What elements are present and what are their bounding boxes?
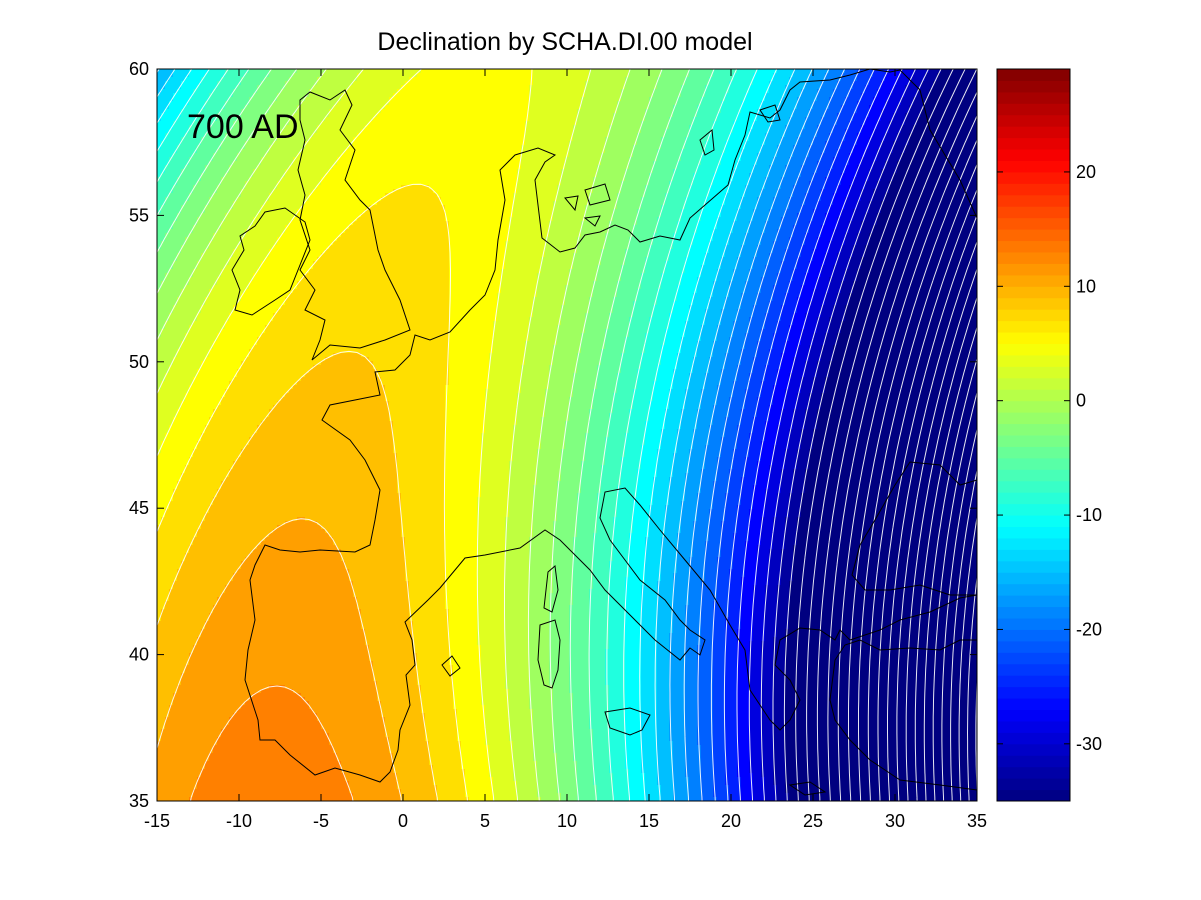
colorbar-swatch bbox=[997, 755, 1070, 767]
y-tick-label: 50 bbox=[129, 352, 149, 372]
colorbar-tick-label: -20 bbox=[1076, 619, 1102, 639]
colorbar-swatch bbox=[997, 286, 1070, 298]
colorbar-swatch bbox=[997, 263, 1070, 275]
colorbar-swatch bbox=[997, 241, 1070, 253]
colorbar-swatch bbox=[997, 103, 1070, 115]
colorbar-swatch bbox=[997, 412, 1070, 424]
colorbar-swatch bbox=[997, 492, 1070, 504]
colorbar-swatch bbox=[997, 252, 1070, 264]
colorbar-swatch bbox=[997, 687, 1070, 699]
x-tick-label: 15 bbox=[639, 811, 659, 831]
colorbar-tick-label: -10 bbox=[1076, 505, 1102, 525]
colorbar: -30 -20 -10 0 10 20 bbox=[997, 69, 1102, 802]
colorbar-swatch bbox=[997, 69, 1070, 81]
colorbar-swatch bbox=[997, 309, 1070, 321]
colorbar-swatch bbox=[997, 481, 1070, 493]
y-tick-label: 60 bbox=[129, 59, 149, 79]
colorbar-swatch bbox=[997, 344, 1070, 356]
colorbar-swatch bbox=[997, 652, 1070, 664]
declination-map: 700 AD bbox=[157, 69, 981, 805]
colorbar-swatch bbox=[997, 321, 1070, 333]
colorbar-swatch bbox=[997, 389, 1070, 401]
colorbar-swatch bbox=[997, 183, 1070, 195]
colorbar-swatch bbox=[997, 401, 1070, 413]
colorbar-swatch bbox=[997, 538, 1070, 550]
colorbar-swatch bbox=[997, 618, 1070, 630]
x-tick-label: 30 bbox=[885, 811, 905, 831]
colorbar-swatch bbox=[997, 572, 1070, 584]
colorbar-swatch bbox=[997, 161, 1070, 173]
colorbar-tick-label: 10 bbox=[1076, 276, 1096, 296]
colorbar-swatch bbox=[997, 149, 1070, 161]
colorbar-swatch bbox=[997, 698, 1070, 710]
y-tick-label: 45 bbox=[129, 498, 149, 518]
colorbar-swatch bbox=[997, 275, 1070, 287]
x-tick-label: 35 bbox=[967, 811, 987, 831]
colorbar-swatch bbox=[997, 115, 1070, 127]
y-tick-label: 35 bbox=[129, 791, 149, 811]
figure-title: Declination by SCHA.DI.00 model bbox=[377, 28, 752, 56]
colorbar-swatch bbox=[997, 744, 1070, 756]
colorbar-swatch bbox=[997, 229, 1070, 241]
y-tick-label: 55 bbox=[129, 205, 149, 225]
colorbar-swatch bbox=[997, 515, 1070, 527]
colorbar-swatch bbox=[997, 92, 1070, 104]
colorbar-swatch bbox=[997, 172, 1070, 184]
colorbar-swatch bbox=[997, 778, 1070, 790]
colorbar-swatch bbox=[997, 424, 1070, 436]
colorbar-swatch bbox=[997, 710, 1070, 722]
colorbar-tick-label: 0 bbox=[1076, 391, 1086, 411]
colorbar-swatch bbox=[997, 664, 1070, 676]
colorbar-swatch bbox=[997, 138, 1070, 150]
colorbar-swatch bbox=[997, 504, 1070, 516]
colorbar-swatch bbox=[997, 332, 1070, 344]
x-tick-label: -5 bbox=[313, 811, 329, 831]
colorbar-swatch bbox=[997, 206, 1070, 218]
x-tick-label: 25 bbox=[803, 811, 823, 831]
x-tick-label: 0 bbox=[398, 811, 408, 831]
epoch-label: 700 AD bbox=[187, 108, 299, 146]
colorbar-swatch bbox=[997, 607, 1070, 619]
colorbar-swatch bbox=[997, 527, 1070, 539]
colorbar-swatch bbox=[997, 641, 1070, 653]
x-tick-label: 20 bbox=[721, 811, 741, 831]
colorbar-swatch bbox=[997, 446, 1070, 458]
colorbar-swatch bbox=[997, 721, 1070, 733]
colorbar-swatch bbox=[997, 790, 1070, 802]
colorbar-swatch bbox=[997, 549, 1070, 561]
colorbar-swatch bbox=[997, 767, 1070, 779]
colorbar-swatch bbox=[997, 218, 1070, 230]
colorbar-swatch bbox=[997, 435, 1070, 447]
colorbar-swatch bbox=[997, 732, 1070, 744]
colorbar-swatch bbox=[997, 469, 1070, 481]
colorbar-swatch bbox=[997, 298, 1070, 310]
figure: Declination by SCHA.DI.00 model 700 AD -… bbox=[0, 0, 1201, 900]
colorbar-swatch bbox=[997, 458, 1070, 470]
x-tick-label: -15 bbox=[144, 811, 170, 831]
colorbar-tick-label: -30 bbox=[1076, 734, 1102, 754]
colorbar-swatch bbox=[997, 355, 1070, 367]
colorbar-swatch bbox=[997, 584, 1070, 596]
colorbar-swatch bbox=[997, 80, 1070, 92]
x-tick-label: 5 bbox=[480, 811, 490, 831]
x-tick-label: 10 bbox=[557, 811, 577, 831]
colorbar-swatch bbox=[997, 366, 1070, 378]
x-tick-label: -10 bbox=[226, 811, 252, 831]
colorbar-tick-label: 20 bbox=[1076, 162, 1096, 182]
colorbar-swatch bbox=[997, 378, 1070, 390]
colorbar-swatch bbox=[997, 126, 1070, 138]
colorbar-swatch bbox=[997, 195, 1070, 207]
colorbar-swatch bbox=[997, 561, 1070, 573]
colorbar-swatch bbox=[997, 675, 1070, 687]
colorbar-swatch bbox=[997, 629, 1070, 641]
colorbar-swatch bbox=[997, 595, 1070, 607]
y-tick-label: 40 bbox=[129, 645, 149, 665]
